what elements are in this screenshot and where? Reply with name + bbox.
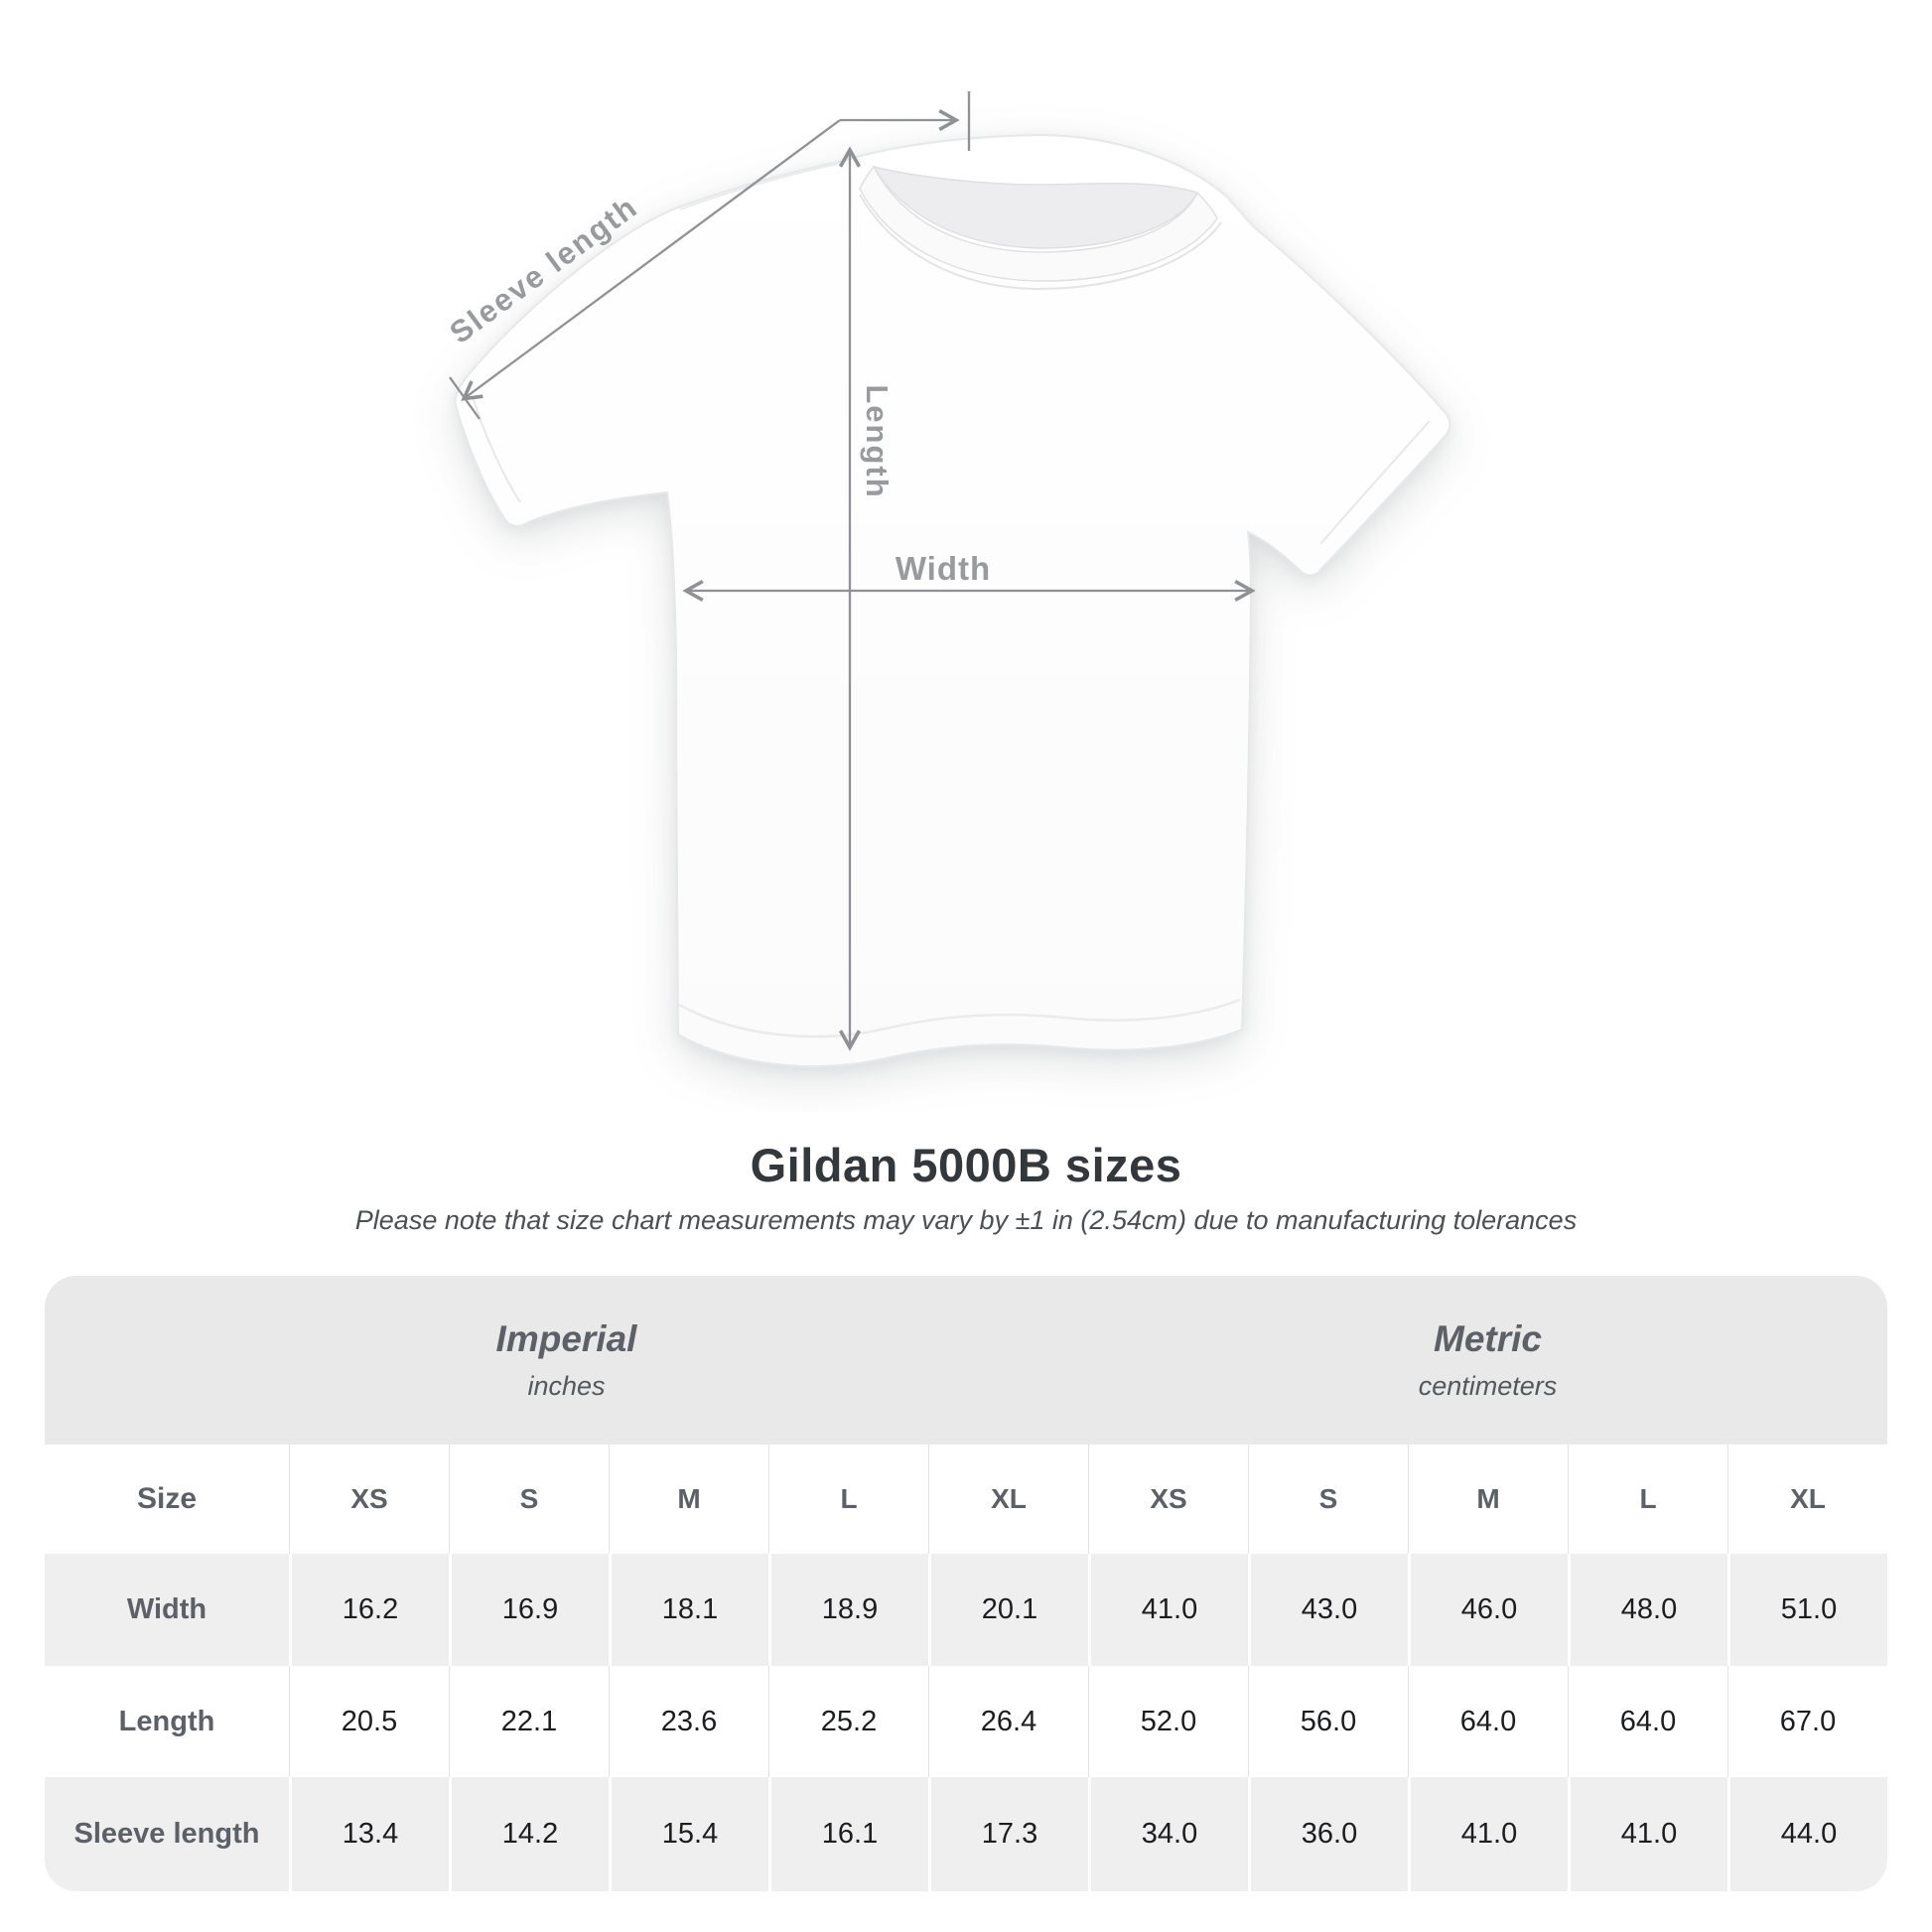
metric-label: Metric [1434, 1318, 1542, 1360]
size-header-imperial-xs: XS [289, 1445, 449, 1554]
sleeve-imperial-xs: 13.4 [289, 1777, 449, 1891]
page-title: Gildan 5000B sizes [750, 1139, 1182, 1191]
length-metric-l: 64.0 [1568, 1666, 1727, 1777]
width-metric-l: 48.0 [1568, 1554, 1727, 1666]
width-row-label: Width [45, 1554, 289, 1666]
tshirt-image [454, 133, 1451, 1067]
tshirt-bottom-hem-seam [678, 998, 1241, 1038]
length-imperial-m: 23.6 [609, 1666, 768, 1777]
size-header-metric-xl: XL [1727, 1445, 1887, 1554]
sleeve-dim-end-tick [449, 376, 481, 420]
tshirt-shoulder-seam-right [1228, 200, 1256, 229]
sleeve-imperial-xl: 17.3 [928, 1777, 1088, 1891]
width-metric-m: 46.0 [1408, 1554, 1568, 1666]
length-metric-xl: 67.0 [1727, 1666, 1887, 1777]
sleeve-imperial-l: 16.1 [768, 1777, 928, 1891]
imperial-unit: inches [527, 1370, 606, 1401]
width-imperial-xl: 20.1 [928, 1554, 1088, 1666]
sleeve-dim-diagonal-arrow [461, 119, 841, 401]
length-metric-xs: 52.0 [1088, 1666, 1248, 1777]
sleeve-metric-l: 41.0 [1568, 1777, 1727, 1891]
sleeve-metric-xl: 44.0 [1727, 1777, 1887, 1891]
sleeve-metric-xs: 34.0 [1088, 1777, 1248, 1891]
metric-group-header: Metric centimeters [1088, 1276, 1887, 1445]
width-imperial-m: 18.1 [609, 1554, 768, 1666]
length-row-label: Length [118, 1705, 215, 1737]
length-metric-s: 56.0 [1248, 1666, 1408, 1777]
size-header-imperial-m: M [609, 1445, 768, 1554]
tshirt-shoulder-seam-left [679, 162, 845, 210]
tshirt-left-cuff-seam [473, 398, 521, 503]
width-label: Width [896, 550, 991, 587]
tshirt-collar-seam [859, 194, 1222, 291]
tolerance-note: Please note that size chart measurements… [354, 1205, 1578, 1235]
tshirt-measurement-diagram: Sleeve length Length Width [444, 91, 1451, 1067]
imperial-group-header: Imperial inches [45, 1276, 1088, 1445]
metric-unit: centimeters [1418, 1370, 1558, 1401]
width-metric-xl: 51.0 [1727, 1554, 1887, 1666]
width-metric-xs: 41.0 [1088, 1554, 1248, 1666]
size-header-metric-s: S [1248, 1445, 1408, 1554]
size-header-metric-m: M [1408, 1445, 1568, 1554]
imperial-label: Imperial [495, 1318, 637, 1360]
length-imperial-xl: 26.4 [928, 1666, 1088, 1777]
sleeve-imperial-m: 15.4 [609, 1777, 768, 1891]
tshirt-body [454, 133, 1451, 1067]
sleeve-metric-s: 36.0 [1248, 1777, 1408, 1891]
length-imperial-xs: 20.5 [289, 1666, 449, 1777]
measurement-annotations [449, 91, 1256, 1051]
size-table: Imperial inches Metric centimeters Size … [45, 1276, 1887, 1891]
width-imperial-l: 18.9 [768, 1554, 928, 1666]
size-header-imperial-s: S [449, 1445, 609, 1554]
tshirt-collar-band [859, 165, 1218, 282]
size-column-header: Size [136, 1482, 198, 1515]
width-imperial-s: 16.9 [449, 1554, 609, 1666]
size-header-metric-l: L [1568, 1445, 1727, 1554]
length-imperial-l: 25.2 [768, 1666, 928, 1777]
size-header-metric-xs: XS [1088, 1445, 1248, 1554]
length-metric-m: 64.0 [1408, 1666, 1568, 1777]
tshirt-right-cuff-seam [1319, 420, 1431, 545]
width-imperial-xs: 16.2 [289, 1554, 449, 1666]
length-imperial-s: 22.1 [449, 1666, 609, 1777]
sleeve-imperial-s: 14.2 [449, 1777, 609, 1891]
sleeve-metric-m: 41.0 [1408, 1777, 1568, 1891]
length-label: Length [860, 384, 895, 498]
size-header-imperial-xl: XL [928, 1445, 1088, 1554]
sleeve-row-label: Sleeve length [45, 1777, 289, 1891]
width-metric-s: 43.0 [1248, 1554, 1408, 1666]
size-header-imperial-l: L [768, 1445, 928, 1554]
